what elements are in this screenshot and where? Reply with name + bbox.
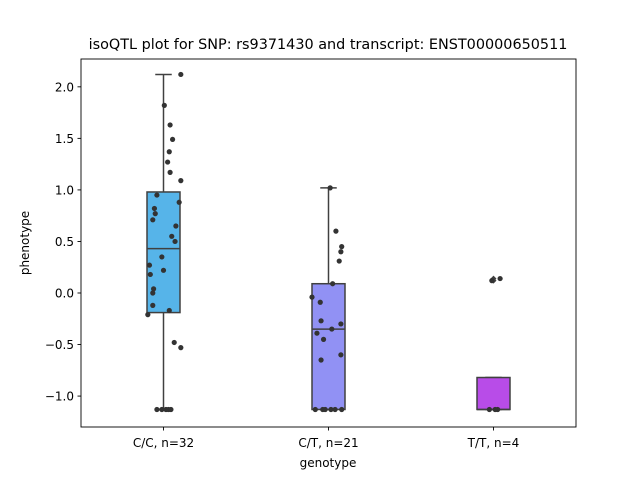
y-tick-label: 1.5 <box>55 132 74 146</box>
data-point <box>318 318 324 324</box>
data-point <box>329 326 335 332</box>
y-tick-label: 2.0 <box>55 80 74 94</box>
data-point <box>169 136 176 143</box>
data-point <box>159 254 165 260</box>
data-point <box>166 307 172 314</box>
data-point <box>328 406 334 413</box>
chart-title: isoQTL plot for SNP: rs9371430 and trans… <box>89 37 568 53</box>
data-point <box>161 102 167 108</box>
data-point <box>338 321 344 327</box>
data-point <box>166 149 172 155</box>
x-axis-label: genotype <box>300 456 357 470</box>
data-point <box>178 345 184 351</box>
box-group <box>145 71 184 413</box>
x-axis: C/C, n=32 C/T, n=21 T/T, n=4 <box>133 427 520 450</box>
y-axis-label: phenotype <box>18 211 32 275</box>
data-point <box>171 339 177 346</box>
data-point <box>165 159 171 165</box>
data-point <box>333 228 339 234</box>
data-point <box>497 275 503 282</box>
y-tick-label: −1.0 <box>45 390 74 404</box>
data-point <box>154 192 160 198</box>
data-point <box>145 312 151 318</box>
data-point <box>327 185 333 191</box>
data-point <box>320 336 327 342</box>
x-tick-label: T/T, n=4 <box>467 436 520 450</box>
data-point <box>339 406 345 413</box>
data-point <box>317 299 323 305</box>
y-tick-label: 0.0 <box>55 286 74 300</box>
data-point <box>338 352 344 358</box>
data-point <box>338 249 344 255</box>
data-point <box>167 122 173 128</box>
data-point <box>172 238 178 245</box>
data-point <box>330 281 336 287</box>
data-point <box>339 244 345 250</box>
y-axis: −1.0 −0.5 0.0 0.5 1.0 1.5 2.0 <box>45 80 81 404</box>
data-point <box>146 262 153 268</box>
data-point <box>178 71 184 78</box>
data-point <box>336 258 342 264</box>
data-point <box>178 178 184 184</box>
data-point <box>151 205 158 212</box>
y-tick-label: −0.5 <box>45 338 74 352</box>
box-body <box>311 282 346 411</box>
data-point <box>152 211 158 217</box>
data-point <box>150 302 156 308</box>
box-group <box>309 185 346 413</box>
data-point <box>168 406 174 413</box>
data-point <box>492 406 498 413</box>
data-point <box>150 217 156 223</box>
data-point <box>169 233 175 239</box>
data-point <box>151 286 157 292</box>
data-point <box>159 406 165 413</box>
data-point <box>150 290 156 296</box>
data-point <box>160 267 167 273</box>
data-point <box>322 406 328 413</box>
y-tick-label: 0.5 <box>55 235 74 249</box>
data-point <box>486 406 492 413</box>
data-point <box>167 169 173 175</box>
data-point <box>176 199 182 205</box>
data-point <box>154 406 160 413</box>
data-point <box>173 223 179 229</box>
data-point <box>309 294 315 300</box>
y-tick-label: 1.0 <box>55 183 74 197</box>
plot-area <box>145 71 511 413</box>
x-tick-label: C/C, n=32 <box>133 436 194 450</box>
data-point <box>332 406 338 413</box>
data-point <box>314 330 320 336</box>
data-point <box>147 271 153 278</box>
x-tick-label: C/T, n=21 <box>298 436 358 450</box>
data-point <box>312 406 318 413</box>
box-group <box>476 275 511 413</box>
data-point <box>489 278 495 284</box>
data-point <box>318 357 324 363</box>
box-body <box>476 376 511 411</box>
